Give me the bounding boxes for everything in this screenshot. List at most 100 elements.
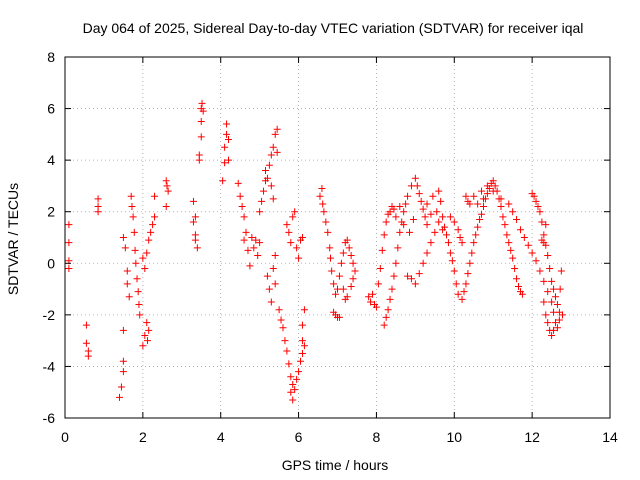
- data-point: [197, 133, 205, 141]
- data-point: [450, 218, 458, 226]
- data-point: [332, 290, 340, 298]
- data-point: [65, 264, 73, 272]
- data-point: [289, 380, 297, 388]
- data-point: [380, 321, 388, 329]
- data-point: [437, 197, 445, 205]
- data-point: [394, 244, 402, 252]
- data-point: [193, 244, 201, 252]
- x-tick-label: 12: [524, 429, 540, 445]
- data-point: [439, 213, 447, 221]
- data-point: [269, 264, 277, 272]
- data-point: [198, 99, 206, 107]
- data-point: [407, 275, 415, 283]
- data-point: [144, 337, 152, 345]
- data-point: [392, 213, 400, 221]
- data-point: [548, 331, 556, 339]
- data-point: [131, 246, 139, 254]
- data-point: [435, 218, 443, 226]
- data-point: [341, 295, 349, 303]
- data-point: [271, 280, 279, 288]
- y-tick-label: 4: [47, 152, 55, 168]
- data-point: [343, 236, 351, 244]
- data-point: [238, 203, 246, 211]
- data-point: [378, 246, 386, 254]
- data-point: [149, 221, 157, 229]
- data-point: [163, 182, 171, 190]
- data-point: [123, 267, 131, 275]
- data-point: [219, 177, 227, 185]
- data-point: [550, 326, 558, 334]
- data-point: [94, 208, 102, 216]
- data-point: [446, 249, 454, 257]
- data-point: [285, 228, 293, 236]
- data-point: [515, 282, 523, 290]
- data-point: [402, 200, 410, 208]
- data-point: [265, 285, 273, 293]
- data-point: [365, 293, 373, 301]
- data-point: [456, 234, 464, 241]
- data-point: [254, 252, 262, 260]
- data-point: [511, 264, 519, 272]
- data-point: [287, 373, 295, 381]
- x-tick-label: 8: [373, 429, 381, 445]
- data-point: [559, 311, 567, 319]
- data-point: [275, 306, 283, 314]
- data-point: [267, 151, 275, 159]
- data-point: [240, 236, 248, 244]
- data-point: [221, 159, 229, 167]
- data-point: [476, 215, 484, 223]
- data-point: [221, 143, 229, 151]
- data-point: [528, 249, 536, 257]
- data-point: [298, 321, 306, 329]
- plot-frame: [64, 56, 611, 419]
- data-point: [446, 213, 454, 221]
- data-point: [283, 221, 291, 229]
- data-point: [281, 337, 289, 345]
- data-point: [423, 249, 431, 257]
- data-point: [509, 254, 517, 262]
- data-point: [260, 187, 268, 195]
- y-tick-label: 2: [47, 204, 55, 220]
- data-point: [300, 342, 308, 350]
- data-point: [248, 234, 256, 241]
- data-point: [225, 136, 232, 144]
- data-point: [134, 288, 142, 296]
- data-point: [501, 221, 509, 229]
- data-point: [335, 313, 343, 321]
- x-tick-label: 4: [217, 429, 225, 445]
- data-point: [542, 221, 550, 229]
- y-tick-label: -4: [43, 358, 56, 374]
- data-point: [546, 264, 554, 272]
- data-point: [483, 190, 491, 198]
- x-tick-label: 14: [602, 429, 618, 445]
- data-point: [474, 223, 482, 231]
- data-point: [516, 226, 524, 234]
- data-point: [298, 350, 306, 358]
- data-point: [556, 285, 564, 293]
- data-point: [236, 192, 244, 200]
- data-point: [427, 239, 435, 247]
- data-point: [386, 208, 394, 216]
- data-point: [489, 177, 497, 185]
- data-point: [199, 107, 207, 115]
- data-point: [162, 203, 170, 211]
- data-point: [462, 280, 470, 288]
- data-point: [544, 288, 552, 296]
- data-point: [474, 200, 482, 208]
- data-point: [429, 192, 437, 200]
- data-point: [252, 236, 260, 244]
- data-point: [328, 267, 336, 275]
- data-point: [324, 228, 332, 236]
- data-point: [542, 311, 550, 319]
- data-point: [143, 319, 151, 327]
- data-point: [129, 213, 137, 221]
- data-point: [345, 244, 353, 252]
- data-point: [555, 316, 563, 324]
- data-point: [117, 383, 125, 391]
- data-point: [320, 208, 328, 216]
- data-point: [128, 203, 136, 211]
- data-point: [334, 285, 341, 293]
- data-point: [411, 174, 419, 182]
- data-point: [550, 285, 558, 293]
- data-point: [538, 218, 546, 226]
